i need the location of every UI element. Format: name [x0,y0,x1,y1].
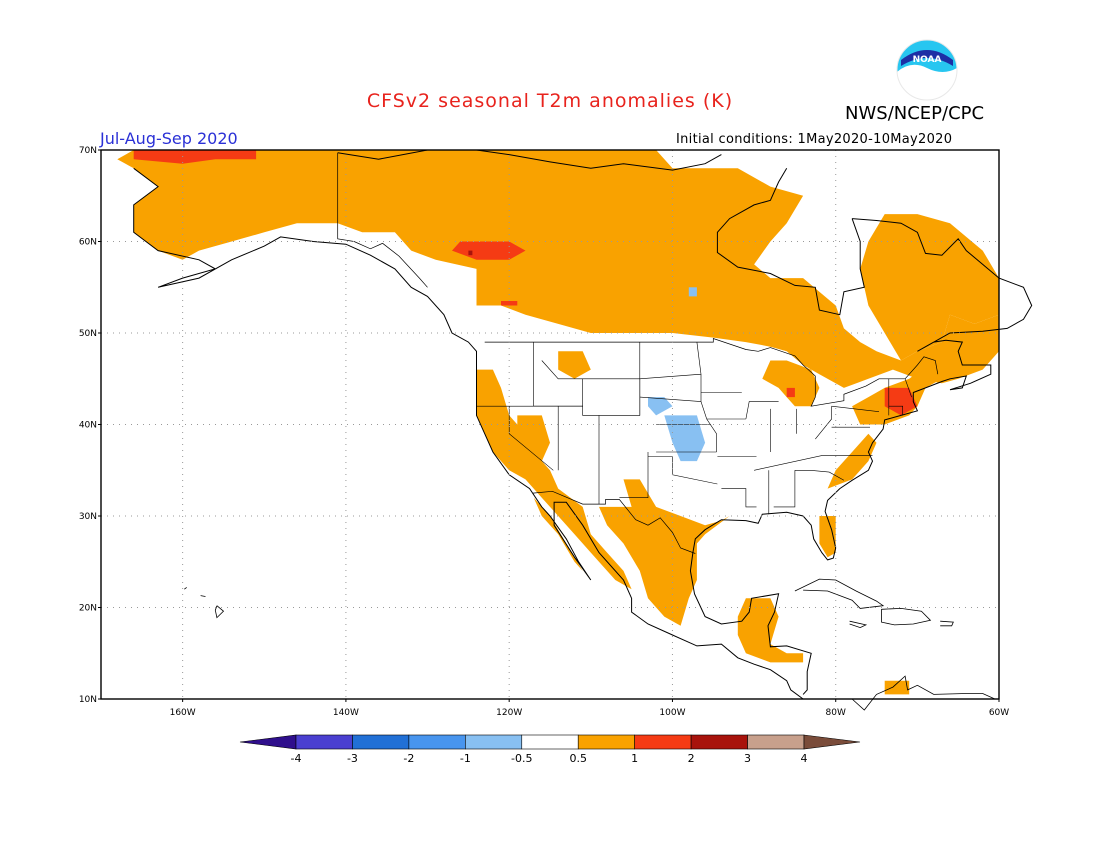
colorbar-segment [352,734,410,750]
coastline-atlantic [689,218,1033,695]
state-border [815,406,832,440]
colorbar-label: 1 [631,752,638,765]
border-us-canada [484,338,939,407]
coastline-pacific [133,167,804,700]
island-oahu [200,595,206,597]
warm-strong-yukon [452,241,526,260]
state-border [639,396,702,402]
warm-region-montana [558,351,591,379]
colorbar-segment [408,734,466,750]
state-border [831,405,880,412]
border-us-mexico [532,490,696,554]
state-border [794,470,845,481]
cool-region-nebraska [648,397,673,416]
chart-title: CFSv2 seasonal T2m anomalies (K) [366,90,734,112]
latitude-label: 60N [79,238,97,248]
state-border [904,378,912,398]
state-border [773,470,796,508]
longitude-label: 160W [170,708,196,718]
state-border [619,452,649,498]
forecast-period: Jul-Aug-Sep 2020 [100,129,238,148]
colorbar-segment [577,734,635,750]
colorbar-label: -3 [347,752,358,765]
state-border [721,488,757,508]
coastlines [133,149,1033,711]
colorbar-segment [747,734,805,750]
warm-region-florida [819,516,836,558]
colorbar-label: 2 [688,752,695,765]
latitude-label: 30N [79,512,97,522]
island-cuba [794,578,885,609]
state-border [648,456,718,485]
warm-region-caribbean [884,680,910,695]
cool-region-kansas [664,415,706,462]
colorbar-segment [239,734,297,750]
warm-region-quebec [860,214,999,361]
island-hispaniola [881,607,932,626]
longitude-label: 80W [826,708,846,718]
longitude-label: 100W [659,708,685,718]
colorbar-label: 4 [801,752,808,765]
colorbar-segment [803,734,861,750]
colorbar-label: 3 [744,752,751,765]
coastline-hudson-bay [716,168,865,316]
border-alaska-canada [337,152,428,288]
latitude-label: 10N [79,695,97,705]
longitude-label: 140W [333,708,359,718]
latitude-label: 70N [79,146,97,156]
state-border [508,406,554,471]
colorbar-segment [295,734,353,750]
colorbar-label: -0.5 [511,752,532,765]
agency-label: NWS/NCEP/CPC [845,103,985,124]
island-kauai [184,587,187,590]
warm-very-strong-yukon [468,250,473,256]
colorbar-label: -2 [403,752,414,765]
svg-text:NOAA: NOAA [913,55,942,65]
state-border [888,405,903,416]
coastline-arctic [337,149,722,171]
island-jamaica [849,620,868,629]
island-hawaii [214,605,225,619]
warm-region-texas [623,479,730,553]
colorbar-label: -1 [460,752,471,765]
colorbar-segment [634,734,692,750]
warm-region-great-lakes [762,360,820,407]
state-border [754,455,873,471]
latitude-label: 50N [79,329,97,339]
warm-strong-alaska [133,150,257,164]
warm-strong-michigan [786,387,795,398]
colorbar-label: -4 [291,752,302,765]
latitude-label: 20N [79,604,97,614]
warm-strong-new-england [884,387,918,416]
longitude-label: 120W [496,708,522,718]
noaa-logo: NOAA [896,39,958,101]
longitude-label: 60W [989,708,1009,718]
state-border [745,401,779,420]
warm-region-basin [517,415,550,462]
island-puerto-rico [940,620,954,627]
colorbar-segment [465,734,523,750]
warm-region-se-coast [827,433,877,489]
state-border [533,342,583,407]
colorbar-label: 0.5 [569,752,587,765]
latitude-label: 40N [79,421,97,431]
warm-strong-bc [501,301,518,306]
colorbar-segment [521,734,579,750]
cool-region-manitoba [688,287,697,297]
warm-region-yucatan [737,598,804,663]
colorbar-segment [690,734,748,750]
initial-conditions: Initial conditions: 1May2020-10May2020 [676,132,953,147]
